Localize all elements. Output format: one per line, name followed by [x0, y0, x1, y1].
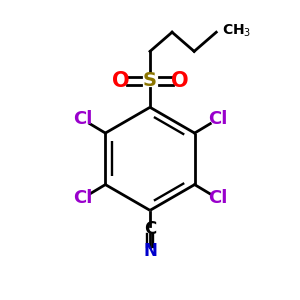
Text: N: N: [143, 242, 157, 260]
Text: S: S: [143, 71, 157, 90]
Text: Cl: Cl: [208, 110, 227, 128]
Text: CH$_3$: CH$_3$: [221, 23, 251, 39]
Text: Cl: Cl: [73, 110, 92, 128]
Text: O: O: [171, 71, 188, 91]
Text: O: O: [112, 71, 129, 91]
Text: Cl: Cl: [73, 189, 92, 207]
Text: C: C: [144, 220, 156, 238]
Text: Cl: Cl: [208, 189, 227, 207]
